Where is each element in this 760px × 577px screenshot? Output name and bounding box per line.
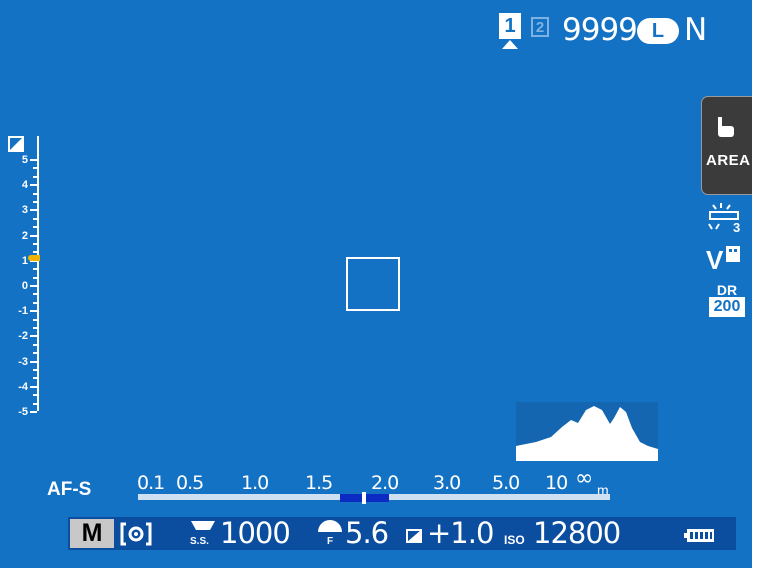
- exposure-scale-tick: [30, 411, 37, 413]
- distance-scale-label: 0.1: [137, 472, 165, 494]
- exposure-compensation-value: +1.0: [427, 516, 494, 550]
- exposure-scale-minor-tick: [33, 243, 37, 245]
- exposure-indicator-marker: [28, 255, 40, 261]
- card-slot-2-indicator: 2: [531, 17, 549, 37]
- exposure-info-bar: [68, 517, 736, 550]
- iso-value: 12800: [533, 516, 621, 550]
- exposure-scale-minor-tick: [33, 175, 37, 178]
- iso-tag: ISO: [504, 533, 525, 547]
- image-size-label: L: [651, 19, 665, 42]
- distance-unit: m: [597, 482, 609, 498]
- histogram-graph: [516, 406, 658, 461]
- image-size-badge: L: [637, 18, 679, 44]
- exposure-scale-label: 2: [21, 229, 28, 242]
- film-simulation-icon: V: [706, 244, 746, 277]
- exposure-scale-minor-tick: [33, 226, 37, 229]
- distance-scale-label: ∞: [575, 466, 593, 491]
- shutter-speed-icon: S.S.: [190, 519, 216, 547]
- shutter-speed-tag: S.S.: [190, 536, 209, 547]
- shutter-speed-value: 1000: [220, 516, 291, 550]
- dynamic-range-icon: DR 200: [709, 282, 745, 317]
- exposure-scale-tick: [30, 335, 37, 338]
- exposure-scale-minor-tick: [33, 276, 37, 279]
- touch-hand-icon: [718, 117, 734, 137]
- exposure-scale-tick: [30, 385, 37, 388]
- exposure-scale-minor-tick: [33, 369, 37, 371]
- continuous-shooting-icon: 3: [708, 203, 740, 233]
- focus-frame[interactable]: [346, 257, 400, 311]
- shots-remaining: 9999: [562, 12, 638, 48]
- touch-area-label: AREA: [706, 152, 751, 169]
- exposure-scale-label: 0: [21, 280, 28, 292]
- exposure-scale-minor-tick: [33, 377, 37, 380]
- exposure-scale-minor-tick: [33, 318, 37, 321]
- exposure-scale-minor-tick: [33, 251, 37, 254]
- metering-icon: [118, 519, 154, 548]
- exposure-scale-tick: [30, 310, 37, 313]
- distance-scale-label: 2.0: [371, 472, 399, 494]
- exposure-scale-minor-tick: [33, 301, 37, 304]
- exposure-scale-label: 4: [21, 179, 28, 192]
- exposure-compensation-icon: [406, 529, 422, 543]
- exposure-scale-minor-tick: [33, 268, 37, 271]
- distance-scale-label: 1.0: [241, 472, 269, 494]
- distance-scale-label: 5.0: [492, 472, 520, 494]
- card-slot-1-indicator: 1: [499, 13, 521, 39]
- exposure-scale-label: -4: [18, 380, 28, 393]
- exposure-scale-tick: [30, 184, 37, 187]
- exposure-scale-minor-tick: [33, 217, 37, 220]
- exposure-scale-minor-tick: [33, 394, 37, 397]
- exposure-scale-tick: [30, 285, 37, 287]
- exposure-scale-tick: [30, 234, 37, 237]
- exposure-scale-minor-tick: [33, 327, 37, 329]
- exposure-scale-minor-tick: [33, 343, 37, 346]
- card-slot-2-label: 2: [535, 18, 545, 36]
- exposure-scale-tick: [30, 159, 37, 161]
- aperture-value: 5.6: [345, 516, 389, 550]
- battery-icon: [684, 529, 714, 542]
- dynamic-range-label: DR: [716, 282, 738, 298]
- exposure-scale-label: -3: [18, 355, 28, 368]
- exposure-scale-label: -2: [18, 330, 28, 343]
- exposure-scale-minor-tick: [33, 352, 37, 355]
- exposure-scale-minor-tick: [33, 293, 37, 296]
- aperture-tag: F: [326, 536, 334, 547]
- image-quality: N: [684, 12, 708, 48]
- focus-mode: AF-S: [47, 479, 92, 500]
- exposure-scale-label: 5: [21, 154, 28, 166]
- distance-scale-label: 1.5: [305, 472, 333, 494]
- exposure-compensation-icon: [8, 136, 24, 152]
- card-slot-1-label: 1: [504, 15, 516, 37]
- camera-viewfinder: 1 2 9999 L N AREA 3 V DR 200: [0, 0, 752, 568]
- svg-text:3: 3: [733, 220, 740, 233]
- exposure-scale-minor-tick: [33, 167, 37, 170]
- exposure-scale-tick: [30, 209, 37, 212]
- film-simulation-label: V: [706, 245, 724, 275]
- distance-scale-label: 3.0: [433, 472, 461, 494]
- exposure-scale-label: -5: [18, 406, 28, 418]
- distance-scale-label: 0.5: [176, 472, 204, 494]
- shooting-mode: M: [70, 519, 114, 548]
- aperture-icon: F: [317, 520, 343, 547]
- active-slot-arrow-icon: [502, 40, 518, 49]
- exposure-scale-tick: [30, 360, 37, 363]
- distance-scale-label: 10: [545, 472, 568, 494]
- shooting-mode-label: M: [81, 519, 103, 547]
- exposure-scale-label: 1: [21, 254, 28, 267]
- histogram: [516, 402, 658, 461]
- touch-area-button[interactable]: [701, 96, 752, 195]
- focus-distance-marker: [362, 492, 366, 504]
- exposure-scale-minor-tick: [33, 201, 37, 203]
- dynamic-range-value: 200: [709, 297, 745, 317]
- exposure-scale-minor-tick: [33, 402, 37, 405]
- exposure-scale-line: [37, 136, 39, 411]
- exposure-scale-minor-tick: [33, 192, 37, 195]
- exposure-scale-label: 3: [21, 204, 28, 217]
- exposure-scale-label: -1: [18, 305, 28, 318]
